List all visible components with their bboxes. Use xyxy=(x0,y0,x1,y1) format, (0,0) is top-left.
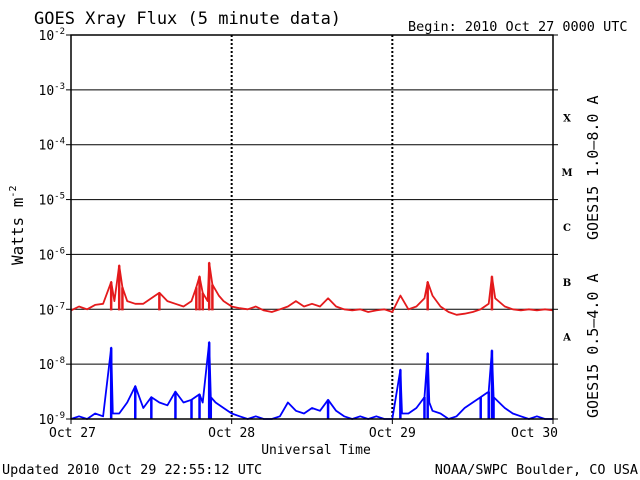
chart-title: GOES Xray Flux (5 minute data) xyxy=(34,9,341,29)
x-tick-label: Oct 28 xyxy=(208,426,255,441)
y-tick-label: 10-7 xyxy=(39,301,66,318)
day-divider-lines xyxy=(230,35,394,419)
plot-frame xyxy=(70,34,554,420)
y-tick-exp: -7 xyxy=(54,301,65,311)
y-tick-label: 10-4 xyxy=(39,137,66,154)
flare-class-label: C xyxy=(563,223,571,234)
y-tick-label: 10-9 xyxy=(39,411,66,428)
flare-class-label: B xyxy=(563,278,571,289)
x-tick-label: Oct 30 xyxy=(511,426,558,441)
y-axis-label: Watts m-2 xyxy=(8,186,27,265)
y-tick-base: 10 xyxy=(39,139,55,154)
y-tick-base: 10 xyxy=(39,413,55,428)
y-tick-exp: -9 xyxy=(54,411,65,421)
y-tick-base: 10 xyxy=(39,194,55,209)
y-tick-base: 10 xyxy=(39,29,55,44)
y-tick-exp: -2 xyxy=(54,27,65,37)
y-tick-label: 10-2 xyxy=(39,27,66,44)
flare-class-label: X xyxy=(563,113,571,124)
y-tick-label: 10-6 xyxy=(39,246,66,263)
series-line-0 xyxy=(70,261,554,316)
x-axis-label: Universal Time xyxy=(261,443,371,458)
series-lines xyxy=(70,261,554,420)
x-tick-label: Oct 27 xyxy=(49,426,96,441)
y-tick-exp: -4 xyxy=(54,137,65,147)
y-axis-label-main: Watts m xyxy=(8,198,27,265)
legend-series-blue: GOES15 0.5–4.0 A xyxy=(584,274,602,419)
y-tick-label: 10-8 xyxy=(39,356,66,373)
y-tick-base: 10 xyxy=(39,358,55,373)
y-tick-base: 10 xyxy=(39,248,55,263)
y-tick-exp: -6 xyxy=(54,246,65,256)
x-tick-label: Oct 29 xyxy=(369,426,416,441)
legend-series-red: GOES15 1.0–8.0 A xyxy=(584,96,602,241)
flare-class-label: A xyxy=(562,333,571,344)
y-tick-label: 10-5 xyxy=(39,192,66,209)
begin-label: Begin: 2010 Oct 27 0000 UTC xyxy=(408,19,627,35)
y-tick-exp: -3 xyxy=(54,82,65,92)
series-line-1 xyxy=(70,341,553,420)
y-tick-labels: 10-210-310-410-510-610-710-810-9 xyxy=(39,27,558,428)
y-tick-base: 10 xyxy=(39,303,55,318)
y-tick-label: 10-3 xyxy=(39,82,66,99)
y-axis-label-exp: -2 xyxy=(8,186,19,198)
y-tick-exp: -8 xyxy=(54,356,65,366)
credit-text: NOAA/SWPC Boulder, CO USA xyxy=(435,462,638,478)
updated-timestamp: Updated 2010 Oct 29 22:55:12 UTC xyxy=(2,462,262,478)
y-tick-exp: -5 xyxy=(54,192,65,202)
y-tick-base: 10 xyxy=(39,84,55,99)
x-tick-labels: Oct 27 Oct 28 Oct 29 Oct 30 xyxy=(49,419,558,441)
horizontal-gridlines xyxy=(71,89,553,365)
flare-class-labels: X M C B A xyxy=(561,113,572,343)
flare-class-label: M xyxy=(561,168,572,179)
